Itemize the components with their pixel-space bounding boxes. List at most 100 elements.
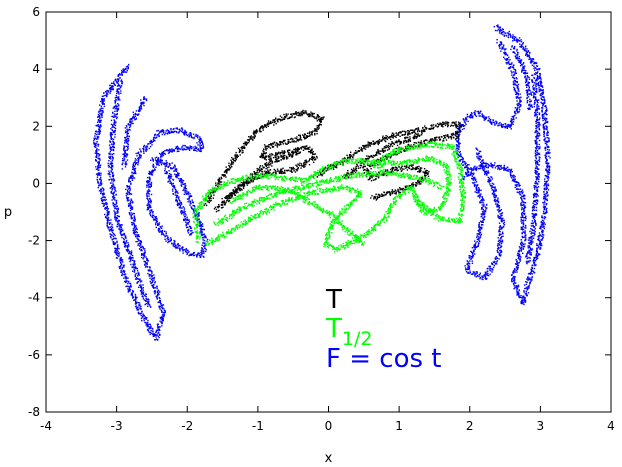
data-point — [548, 169, 551, 171]
data-point — [520, 222, 523, 224]
data-point — [158, 222, 161, 224]
data-point — [511, 175, 514, 177]
data-point — [137, 270, 139, 272]
data-point — [137, 234, 140, 236]
data-point — [511, 281, 513, 283]
data-point — [546, 141, 549, 143]
data-point — [533, 65, 535, 67]
data-point — [194, 205, 196, 208]
data-point — [482, 221, 484, 223]
data-point — [115, 250, 117, 252]
data-point — [535, 137, 537, 139]
data-point — [116, 245, 119, 247]
data-point — [520, 241, 523, 243]
data-point — [546, 114, 548, 116]
data-point — [539, 226, 542, 228]
data-point — [109, 235, 112, 238]
data-point — [494, 167, 497, 169]
data-point — [163, 314, 166, 316]
data-point — [139, 304, 141, 306]
data-point — [162, 318, 164, 320]
data-point — [159, 329, 161, 331]
data-point — [479, 155, 481, 158]
data-point — [190, 136, 193, 138]
data-point — [137, 238, 139, 240]
data-point — [156, 220, 158, 222]
data-point — [544, 223, 546, 226]
data-point — [172, 182, 174, 185]
data-point — [115, 113, 117, 116]
data-point — [146, 186, 148, 188]
data-point — [536, 249, 538, 251]
data-point — [155, 166, 157, 168]
data-point — [471, 247, 474, 249]
data-point — [149, 140, 152, 143]
data-point — [130, 214, 132, 217]
data-point — [162, 130, 164, 133]
data-point — [120, 224, 122, 226]
data-point — [535, 158, 537, 160]
data-point — [499, 213, 501, 215]
data-point — [539, 88, 542, 90]
data-point — [522, 252, 524, 254]
data-point — [540, 247, 542, 249]
data-point — [497, 247, 499, 250]
data-point — [489, 184, 492, 187]
data-point — [501, 29, 503, 32]
data-point — [119, 73, 121, 76]
data-point — [519, 249, 521, 251]
data-point — [142, 246, 144, 248]
data-point — [539, 147, 541, 150]
data-point — [498, 29, 501, 32]
data-point — [128, 177, 130, 179]
data-point — [103, 92, 105, 94]
data-point — [532, 270, 535, 273]
data-point — [521, 245, 523, 247]
data-point — [201, 230, 203, 233]
data-point — [174, 147, 177, 150]
data-point — [109, 163, 111, 165]
data-point — [114, 116, 116, 118]
data-point — [97, 165, 99, 167]
data-point — [165, 130, 167, 132]
data-point — [115, 117, 118, 120]
data-point — [143, 145, 145, 148]
data-point — [127, 285, 129, 288]
data-point — [125, 237, 127, 239]
data-point — [106, 209, 108, 212]
data-point — [127, 243, 130, 246]
data-point — [474, 179, 477, 181]
data-point — [165, 172, 167, 174]
data-point — [481, 207, 483, 210]
data-point — [140, 289, 143, 291]
data-point — [546, 198, 548, 200]
data-point — [132, 163, 134, 166]
data-point — [133, 270, 136, 272]
data-point — [525, 290, 527, 293]
data-point — [97, 167, 99, 169]
data-point — [115, 190, 117, 192]
data-point — [545, 125, 547, 127]
data-point — [505, 123, 507, 125]
data-point — [539, 117, 541, 119]
data-point — [143, 318, 145, 320]
data-point — [202, 239, 204, 241]
data-point — [461, 158, 463, 161]
data-point — [484, 171, 486, 173]
data-point — [102, 190, 104, 192]
data-point — [161, 316, 163, 318]
data-point — [174, 167, 176, 169]
data-point — [542, 116, 544, 119]
data-point — [146, 298, 148, 300]
data-point — [514, 175, 516, 178]
data-point — [119, 267, 121, 270]
data-point — [157, 161, 159, 163]
data-point — [135, 276, 138, 279]
data-point — [545, 196, 547, 198]
data-point — [474, 181, 476, 184]
data-point — [480, 227, 483, 229]
data-point — [543, 225, 545, 228]
data-point — [118, 252, 121, 254]
data-point — [174, 164, 176, 166]
data-point — [502, 233, 504, 235]
